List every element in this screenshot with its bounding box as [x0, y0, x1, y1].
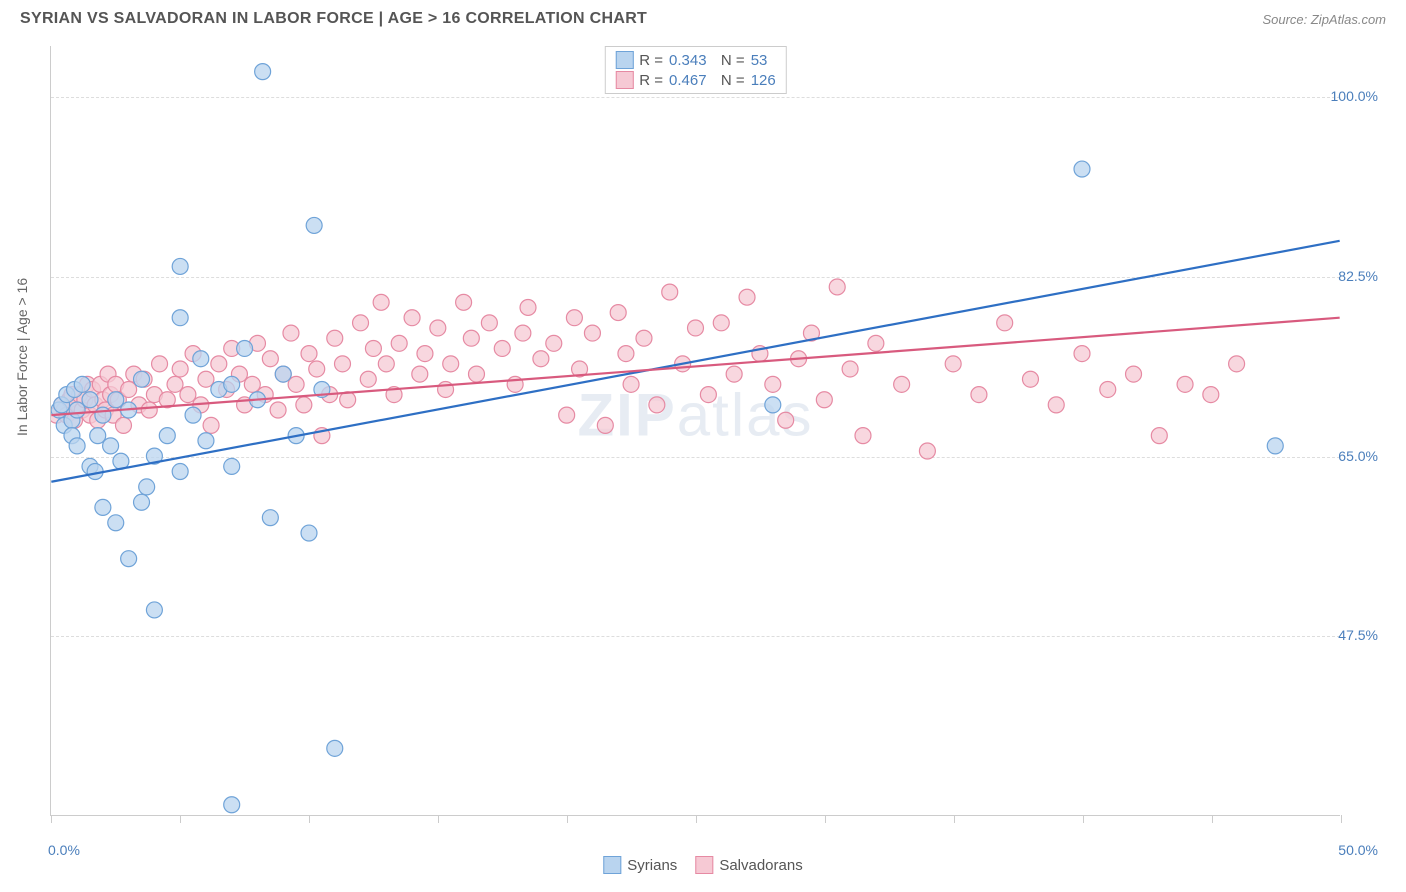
y-tick-label: 47.5% — [1338, 627, 1378, 643]
y-tick-label: 65.0% — [1338, 448, 1378, 464]
legend-item-syrians: Syrians — [603, 856, 677, 874]
y-tick-label: 82.5% — [1338, 268, 1378, 284]
r-value-syrians: 0.343 — [669, 52, 707, 69]
swatch-icon — [603, 856, 621, 874]
chart-title: SYRIAN VS SALVADORAN IN LABOR FORCE | AG… — [20, 10, 647, 28]
y-axis-label: In Labor Force | Age > 16 — [14, 278, 30, 436]
y-tick-label: 100.0% — [1331, 88, 1378, 104]
x-min-label: 0.0% — [48, 842, 80, 858]
scatter-svg — [51, 46, 1340, 815]
series-name-salvadorans: Salvadorans — [719, 857, 802, 874]
swatch-syrians — [615, 51, 633, 69]
chart-container: In Labor Force | Age > 16 ZIPatlas R = 0… — [0, 36, 1406, 886]
n-value-salvadorans: 126 — [751, 72, 776, 89]
n-value-syrians: 53 — [751, 52, 768, 69]
legend-row-syrians: R = 0.343 N = 53 — [615, 51, 775, 69]
series-legend: Syrians Salvadorans — [603, 856, 802, 874]
swatch-icon — [695, 856, 713, 874]
series-name-syrians: Syrians — [627, 857, 677, 874]
r-value-salvadorans: 0.467 — [669, 72, 707, 89]
legend-row-salvadorans: R = 0.467 N = 126 — [615, 71, 775, 89]
correlation-legend: R = 0.343 N = 53 R = 0.467 N = 126 — [604, 46, 786, 94]
legend-item-salvadorans: Salvadorans — [695, 856, 802, 874]
plot-area: ZIPatlas R = 0.343 N = 53 R = 0.467 N = … — [50, 46, 1340, 816]
swatch-salvadorans — [615, 71, 633, 89]
x-max-label: 50.0% — [1338, 842, 1378, 858]
source-label: Source: ZipAtlas.com — [1262, 12, 1386, 27]
